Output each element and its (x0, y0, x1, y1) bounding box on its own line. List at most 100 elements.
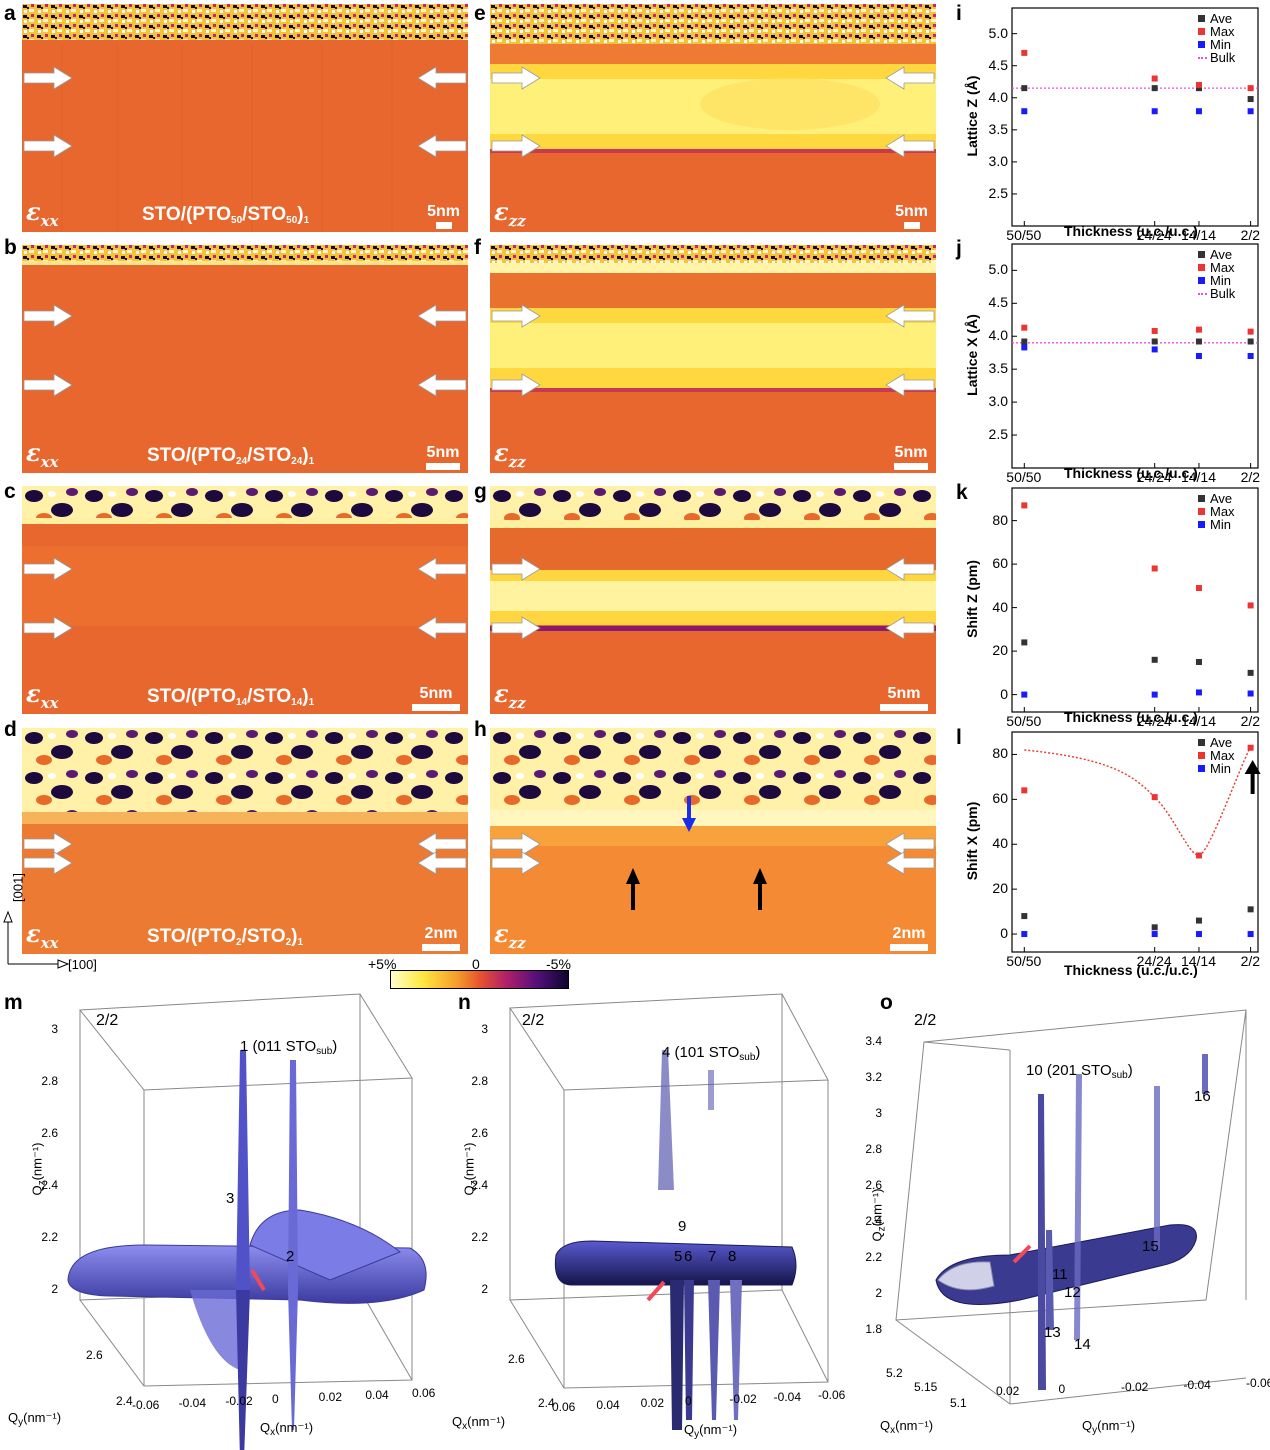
chart-legend: Ave Max Min (1198, 736, 1235, 775)
point-max (1151, 327, 1158, 334)
rsm-x-tick: -0.04 (178, 1396, 207, 1410)
rsm-peak-label: 12 (1064, 1284, 1081, 1301)
y-tick-label: 3.5 (988, 360, 1008, 377)
rsm-panel-o: 2/2 10 (201 STOsub) 16 15 11 12 13 14 Qz… (865, 990, 1270, 1450)
point-min (1021, 691, 1028, 698)
legend-item: Min (1198, 38, 1235, 51)
colorbar-label-plus: +5% (368, 956, 397, 972)
x-tick-label: 24/24 (1136, 953, 1172, 969)
point-min (1151, 108, 1158, 115)
chart-frame (1011, 243, 1259, 469)
legend-item: Bulk (1198, 287, 1235, 300)
y-tick-label: 80 (992, 511, 1008, 528)
rsm-peak-label: 2 (286, 1248, 295, 1265)
rsm-z-tick: 2.6 (471, 1126, 488, 1140)
rsm-peak-label: 9 (678, 1218, 687, 1235)
legend-swatch (1198, 41, 1205, 48)
point-max (1247, 85, 1254, 92)
rsm-x-tick: 0.04 (596, 1398, 620, 1412)
rsm-x-label: Qx(nm⁻¹) (260, 1420, 314, 1438)
rsm-z-tick: 3 (51, 1022, 58, 1036)
x-axis-label: Thickness (u.c./u.c.) (1064, 465, 1198, 481)
scale-bar: 5nm (880, 685, 928, 711)
point-ave (1021, 338, 1028, 345)
point-min (1195, 689, 1202, 696)
rsm-panel-m: 2/2 1 (011 STOsub) 2 3 Qz(nm⁻¹) 3 2.8 2.6 2… (0, 990, 440, 1450)
legend-swatch (1198, 508, 1205, 515)
point-min (1021, 931, 1028, 938)
y-tick-label: 3.5 (988, 120, 1008, 137)
point-max (1247, 602, 1254, 609)
rsm-x-tick: 0 (272, 1392, 279, 1406)
rsm-y-tick: 5.1 (950, 1396, 967, 1410)
point-min (1021, 344, 1028, 351)
point-ave (1021, 639, 1028, 646)
point-max (1195, 585, 1202, 592)
legend-label: Bulk (1210, 50, 1236, 65)
x-tick-label: 24/24 (1136, 227, 1172, 243)
y-tick-label: 4.0 (988, 327, 1008, 344)
arrow-up-icon (1244, 760, 1261, 794)
point-ave (1151, 656, 1158, 663)
x-tick-label: 14/14 (1180, 953, 1216, 969)
legend-swatch (1198, 57, 1207, 59)
panel-label-n: n (458, 991, 471, 1014)
scale-bar: 2nm (890, 925, 928, 951)
x-axis-label: Thickness (u.c./u.c.) (1064, 962, 1198, 978)
chart-frame (1011, 487, 1259, 713)
x-tick-label: 24/24 (1136, 469, 1172, 485)
point-ave (1195, 917, 1202, 924)
x-axis-label: Thickness (u.c./u.c.) (1064, 709, 1198, 725)
x-tick-label: 50/50 (1006, 469, 1042, 485)
rsm-z-tick: 2 (51, 1282, 58, 1296)
rsm-y-label: Qx(nm⁻¹) (452, 1414, 506, 1432)
point-ave (1021, 913, 1028, 920)
point-max (1021, 49, 1028, 56)
point-max (1151, 75, 1158, 82)
legend-item: Max (1198, 25, 1235, 38)
strain-symbol: εzz (494, 438, 526, 471)
point-max (1247, 744, 1254, 751)
panel-label-a: a (4, 2, 16, 25)
legend-item: Max (1198, 749, 1235, 762)
y-tick-label: 4.5 (988, 56, 1008, 73)
scale-bar: 5nm (426, 444, 460, 470)
rsm-z-tick: 2.6 (865, 1178, 882, 1192)
strain-symbol: εzz (494, 919, 526, 952)
point-min (1247, 690, 1254, 697)
legend-label: Ave (1210, 247, 1233, 262)
strain-symbol: εxx (26, 919, 59, 952)
panel-label-o: o (880, 991, 893, 1014)
strain-map-ezz-50: εzz 5nm (490, 4, 936, 232)
point-min (1151, 691, 1158, 698)
y-tick-label: 20 (992, 880, 1008, 897)
point-max (1021, 787, 1028, 794)
legend-item: Ave (1198, 248, 1235, 261)
rsm-peak-label: 15 (1142, 1238, 1159, 1255)
rsm-peak-label: 16 (1194, 1088, 1211, 1105)
x-tick-label: 50/50 (1006, 953, 1042, 969)
strain-map-exx-2: εxx STO/(PTO2/STO2)1 2nm (22, 728, 468, 954)
strain-map-ezz-24: εzz 5nm (490, 245, 936, 473)
strain-map-exx-24: εxx STO/(PTO24/STO24)1 5nm (22, 245, 468, 473)
legend-item: Ave (1198, 492, 1235, 505)
trend-curve (1024, 747, 1252, 857)
chart-frame (1011, 731, 1259, 953)
rsm-peak-label: 8 (728, 1248, 737, 1265)
scale-bar: 5nm (895, 203, 928, 229)
legend-swatch (1198, 15, 1205, 22)
y-tick-label: 60 (992, 555, 1008, 572)
rsm-y-tick: 2.6 (508, 1352, 525, 1366)
panel-label-k: k (956, 481, 968, 504)
rsm-main-peak: 4 (101 STOsub) (662, 1044, 761, 1063)
strain-symbol: εzz (494, 679, 526, 712)
legend-label: Min (1210, 761, 1231, 776)
point-max (1151, 565, 1158, 572)
panel-label-i: i (956, 2, 962, 25)
point-ave (1247, 338, 1254, 345)
rsm-x-tick: 0.02 (640, 1396, 665, 1410)
legend-swatch (1198, 739, 1205, 746)
sample-label: STO/(PTO24/STO24)1 (147, 445, 315, 467)
legend-label: Max (1210, 260, 1235, 275)
